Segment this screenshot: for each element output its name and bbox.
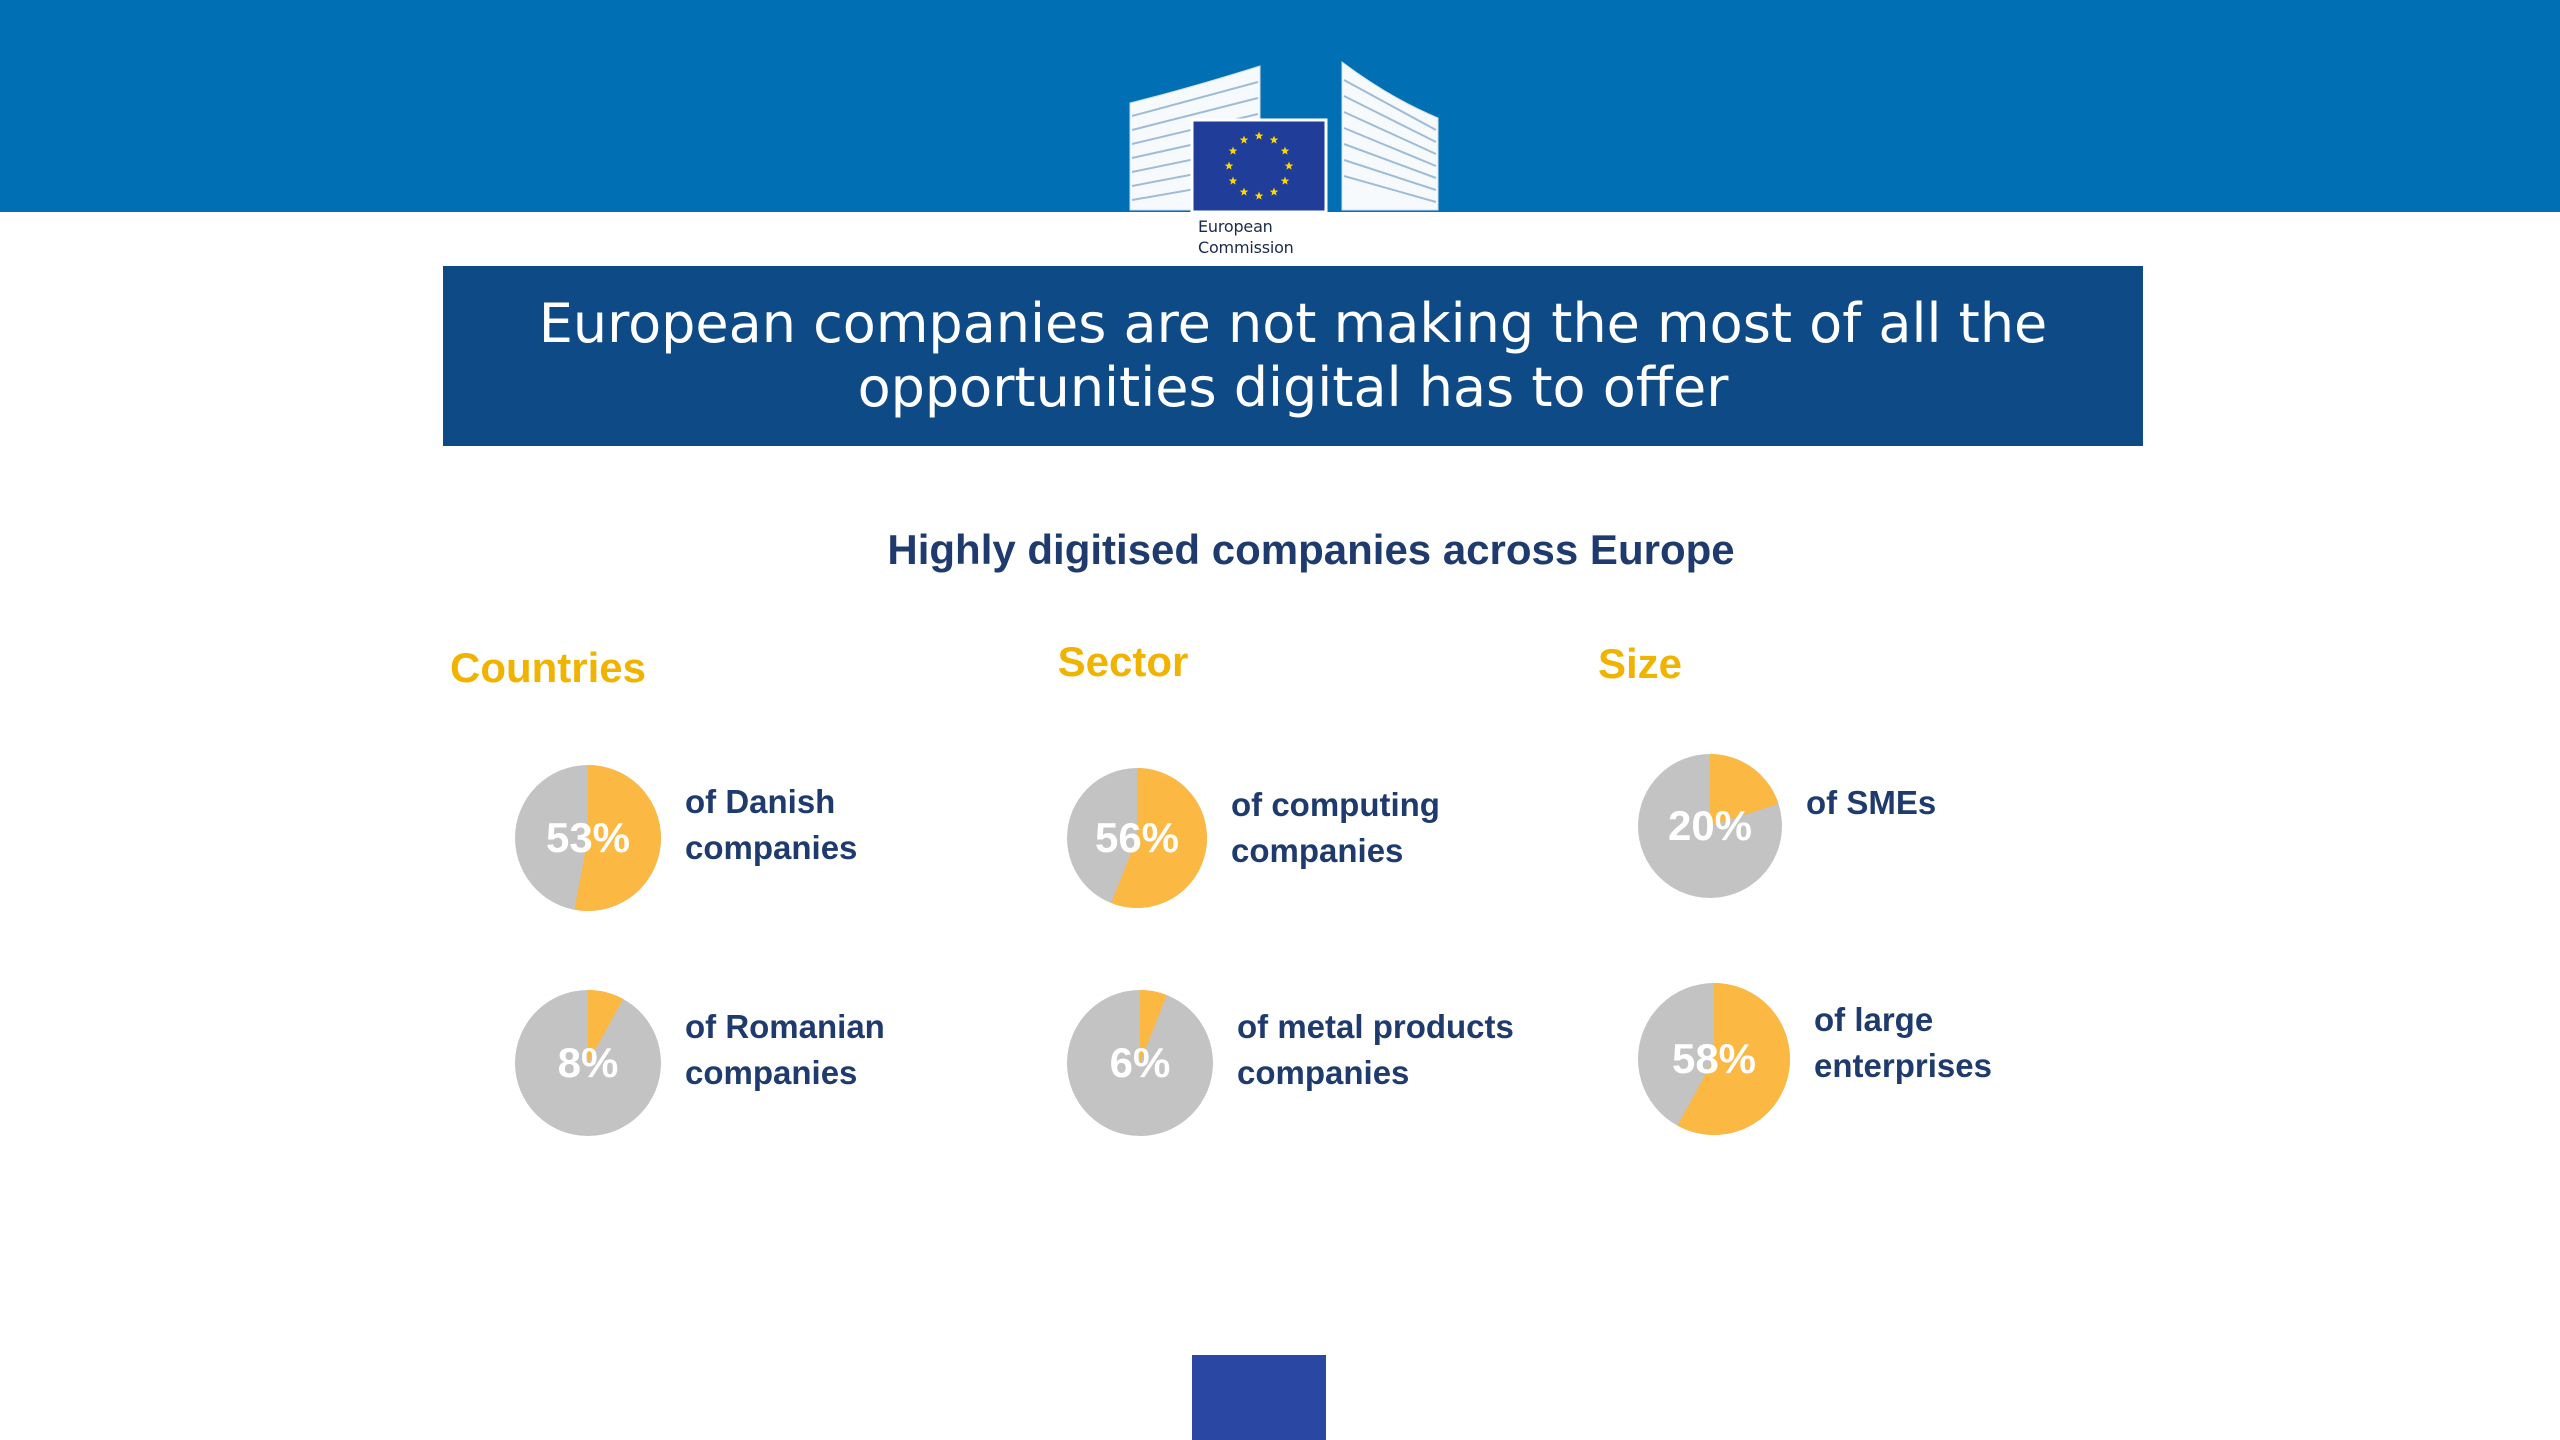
pie-slice-value [574,765,661,911]
pie-description: of Danish companies [685,779,1015,871]
chart-title: Highly digitised companies across Europe [887,526,1735,573]
logo-line-2: Commission [1198,238,1294,257]
pie-description-line: of metal products [1237,1008,1514,1045]
pie-chart [1638,754,1782,898]
pie-chart [1638,983,1791,1135]
stat-item: 56% of computing companies [1067,768,1587,908]
flag-star-icon [1284,161,1294,170]
flag-star-icon [1269,187,1279,196]
flag-star-icon [1228,146,1238,155]
pie-value-label: 56% [1094,814,1180,861]
flag-star-icon [1280,146,1290,155]
pie-description-line: of Danish [685,783,836,820]
flag-star-icon [1228,176,1238,185]
pie-description-line: companies [1231,832,1404,869]
pie-value-label: 6% [1109,1039,1171,1086]
flag-star-icon [1280,176,1290,185]
pie-description-line: of SMEs [1806,784,1937,821]
stat-item: 8% of Romanian companies [515,990,1035,1136]
flag-star-icon [1254,131,1264,140]
stat-item: 58% of large enterprises [1638,983,2158,1135]
pie-slice-value [1710,754,1779,826]
pie-description-line: of computing [1231,786,1440,823]
stat-item: 6% of metal products companies [1067,990,1587,1136]
pie-value-label: 53% [545,814,631,861]
flag-star-icon [1239,135,1249,144]
logo-line-1: European [1198,217,1273,236]
flag-star-icon [1254,191,1264,200]
pie-description: of computing companies [1231,782,1561,874]
group-heading-countries: Countries [449,644,646,691]
pie-description-line: companies [1237,1054,1410,1091]
pie-slice-value [1140,990,1167,1063]
pie-description: of metal products companies [1237,1004,1567,1096]
pie-description-line: companies [685,1054,858,1091]
flag-star-icon [1224,161,1234,170]
pie-slice-value [1111,768,1208,908]
pie-chart [515,765,661,911]
flag-star-icon [1269,135,1279,144]
pie-chart [515,990,661,1136]
pie-description: of SMEs [1806,780,2136,826]
pie-chart [1067,990,1213,1136]
pie-description-line: companies [685,829,858,866]
group-heading-size: Size [1597,640,1683,687]
pie-value-label: 8% [557,1039,619,1086]
title-banner: European companies are not making the mo… [443,266,2143,446]
pie-slice-value [1677,983,1791,1135]
pie-chart [1067,768,1208,908]
pie-description-line: enterprises [1814,1047,1992,1084]
stat-item: 20% of SMEs [1638,754,2158,898]
footer-flag-block [1192,1355,1326,1440]
pie-description-line: of Romanian [685,1008,885,1045]
stat-item: 53% of Danish companies [515,765,1035,911]
group-heading-sector: Sector [1057,638,1189,685]
pie-value-label: 58% [1671,1035,1757,1082]
page-title: European companies are not making the mo… [538,292,2048,419]
pie-description: of Romanian companies [685,1004,1015,1096]
pie-description-line: of large [1814,1001,1934,1038]
flag-star-icon [1239,187,1249,196]
pie-description: of large enterprises [1814,997,2144,1089]
logo-wordmark: European Commission [1198,216,1338,258]
pie-value-label: 20% [1667,802,1753,849]
european-commission-logo [1129,61,1439,214]
pie-slice-value [588,990,624,1063]
